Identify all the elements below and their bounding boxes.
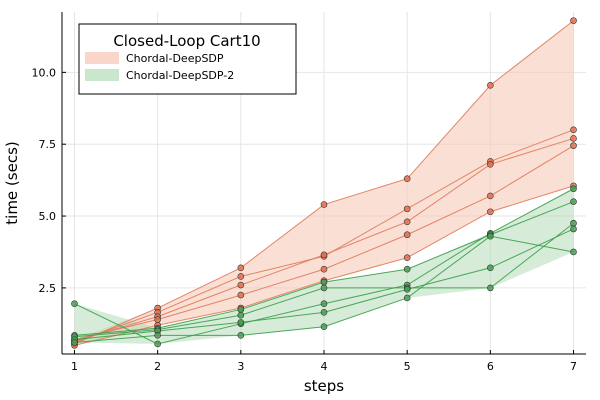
data-point-chordal-deepsdp-2 — [403, 286, 411, 293]
legend-label-chordal-deepsdp: Chordal-DeepSDP — [126, 52, 224, 65]
data-point-chordal-deepsdp — [570, 17, 577, 24]
data-point-chordal-deepsdp-2 — [570, 198, 577, 205]
data-point-chordal-deepsdp — [154, 316, 161, 323]
data-point-chordal-deepsdp — [487, 81, 494, 89]
data-point-chordal-deepsdp — [237, 264, 245, 272]
data-point-chordal-deepsdp-2 — [487, 232, 494, 240]
data-point-chordal-deepsdp-2 — [487, 284, 494, 292]
data-point-chordal-deepsdp-2 — [570, 185, 577, 193]
x-axis-label: steps — [304, 377, 344, 395]
data-point-chordal-deepsdp — [237, 281, 245, 289]
y-tick-label: 7.5 — [39, 138, 57, 151]
data-point-chordal-deepsdp — [570, 126, 577, 134]
data-point-chordal-deepsdp-2 — [237, 311, 245, 319]
data-point-chordal-deepsdp — [487, 161, 494, 168]
data-point-chordal-deepsdp-2 — [487, 264, 494, 272]
data-point-chordal-deepsdp-2 — [403, 294, 411, 302]
ticks: 1 2 3 4 5 6 7 2.5 5.0 7.5 10.0 — [32, 66, 578, 373]
data-point-chordal-deepsdp — [320, 251, 328, 259]
legend-label-chordal-deepsdp-2: Chordal-DeepSDP-2 — [126, 69, 234, 82]
data-point-chordal-deepsdp — [237, 291, 245, 299]
data-point-chordal-deepsdp — [403, 205, 411, 213]
data-point-chordal-deepsdp — [570, 142, 577, 149]
data-point-chordal-deepsdp — [487, 208, 494, 216]
y-tick-label: 5.0 — [39, 210, 57, 223]
x-tick-label: 1 — [71, 360, 78, 373]
data-point-chordal-deepsdp-2 — [237, 319, 245, 326]
y-tick-label: 2.5 — [39, 282, 57, 295]
data-point-chordal-deepsdp — [237, 273, 245, 280]
data-point-chordal-deepsdp-2 — [570, 219, 577, 227]
y-axis-label: time (secs) — [3, 141, 21, 224]
legend: Closed-Loop Cart10 Chordal-DeepSDP Chord… — [78, 23, 297, 95]
data-point-chordal-deepsdp-2 — [570, 248, 577, 256]
data-point-chordal-deepsdp — [570, 135, 577, 142]
data-point-chordal-deepsdp — [320, 201, 328, 208]
data-point-chordal-deepsdp-2 — [570, 225, 577, 233]
legend-swatch-chordal-deepsdp-2 — [85, 69, 119, 81]
x-tick-label: 5 — [404, 360, 411, 373]
legend-swatch-chordal-deepsdp — [85, 52, 119, 64]
data-point-chordal-deepsdp-2 — [237, 332, 245, 339]
data-point-chordal-deepsdp — [403, 175, 411, 182]
x-tick-label: 2 — [154, 360, 161, 373]
data-point-chordal-deepsdp-2 — [237, 306, 245, 313]
x-tick-label: 3 — [237, 360, 244, 373]
data-point-chordal-deepsdp — [403, 254, 411, 262]
data-point-chordal-deepsdp-2 — [154, 340, 161, 348]
x-tick-label: 4 — [321, 360, 328, 373]
series-markers — [71, 17, 577, 349]
data-point-chordal-deepsdp-2 — [154, 332, 161, 339]
y-tick-label: 10.0 — [32, 66, 57, 79]
data-point-chordal-deepsdp — [403, 231, 411, 239]
data-point-chordal-deepsdp-2 — [71, 339, 78, 346]
x-tick-label: 7 — [570, 360, 577, 373]
data-point-chordal-deepsdp-2 — [320, 284, 328, 292]
data-point-chordal-deepsdp — [320, 265, 328, 273]
data-point-chordal-deepsdp-2 — [320, 309, 328, 316]
data-point-chordal-deepsdp-2 — [403, 265, 411, 273]
legend-title: Closed-Loop Cart10 — [113, 32, 260, 50]
data-point-chordal-deepsdp-2 — [71, 300, 78, 308]
x-tick-label: 6 — [487, 360, 494, 373]
data-point-chordal-deepsdp-2 — [320, 300, 328, 308]
data-point-chordal-deepsdp-2 — [320, 323, 328, 330]
data-point-chordal-deepsdp — [403, 218, 411, 226]
data-point-chordal-deepsdp-2 — [320, 278, 328, 286]
data-point-chordal-deepsdp — [487, 192, 494, 200]
